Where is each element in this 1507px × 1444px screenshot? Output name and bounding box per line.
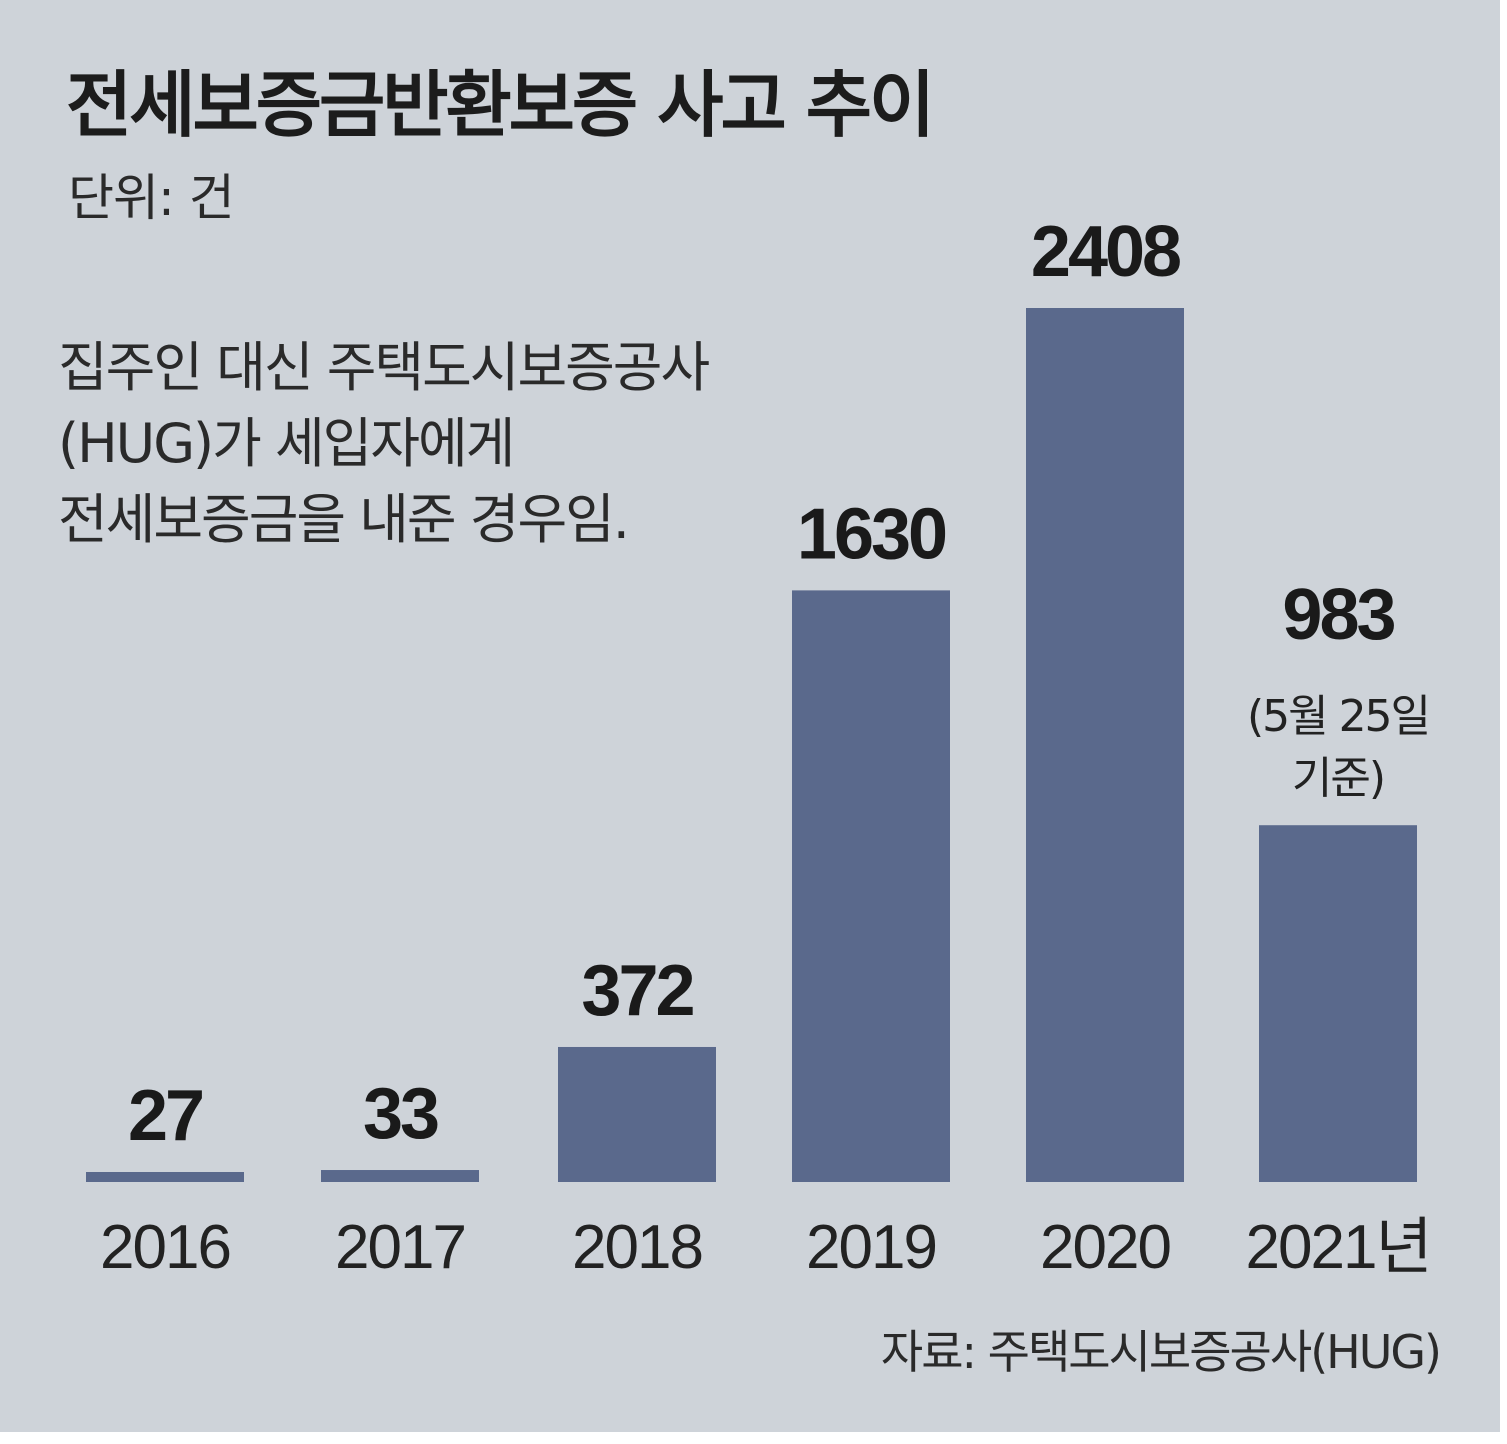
x-tick-label: 2019 bbox=[806, 1213, 936, 1282]
note-line: 전세보증금을 내준 경우임. bbox=[58, 488, 630, 551]
x-tick-label: 2017 bbox=[335, 1213, 465, 1282]
chart-note: 집주인 대신 주택도시보증공사 (HUG)가 세입자에게 전세보증금을 내준 경… bbox=[58, 330, 710, 558]
value-label: 1630 bbox=[797, 494, 946, 574]
value-labels-group: 27 33 372 1630 2408 983 bbox=[128, 212, 1398, 1156]
chart-title: 전세보증금반환보증 사고 추이 bbox=[66, 63, 935, 147]
annotation-line: (5월 25일 bbox=[1247, 691, 1429, 742]
x-tick-label: 2018 bbox=[572, 1213, 702, 1282]
x-axis-tick-labels: 2016 2017 2018 2019 2020 2021년 bbox=[100, 1213, 1432, 1282]
bar-2020 bbox=[1026, 308, 1184, 1182]
bar-2017 bbox=[321, 1170, 479, 1182]
annotation-line: 기준) bbox=[1292, 753, 1384, 804]
bar-2018 bbox=[558, 1046, 716, 1182]
bar-2021년 bbox=[1259, 825, 1417, 1182]
bar-2019 bbox=[792, 590, 950, 1182]
source-label: 자료: 주택도시보증공사(HUG) bbox=[880, 1325, 1442, 1379]
x-tick-label: 2016 bbox=[100, 1213, 230, 1282]
note-line: 집주인 대신 주택도시보증공사 bbox=[58, 336, 710, 399]
value-label: 27 bbox=[128, 1076, 202, 1156]
bars-group bbox=[86, 308, 1417, 1182]
note-line: (HUG)가 세입자에게 bbox=[58, 412, 515, 475]
value-label: 33 bbox=[363, 1074, 438, 1154]
x-tick-label: 2020 bbox=[1040, 1213, 1170, 1282]
x-tick-label: 2021년 bbox=[1246, 1213, 1431, 1282]
value-label: 372 bbox=[581, 951, 693, 1031]
value-label: 983 bbox=[1282, 575, 1394, 655]
bar-2016 bbox=[86, 1172, 244, 1182]
value-label: 2408 bbox=[1031, 212, 1180, 292]
unit-label: 단위: 건 bbox=[68, 169, 235, 227]
